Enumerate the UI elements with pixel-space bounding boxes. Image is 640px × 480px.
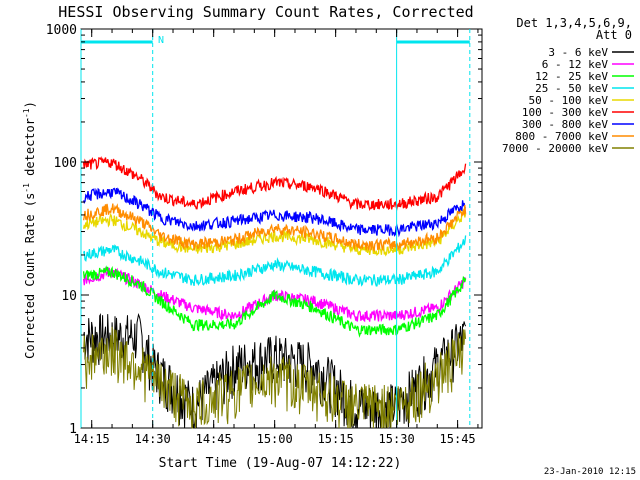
legend-label: 300 - 800 keV (522, 118, 608, 131)
y-tick-label: 100 (54, 156, 77, 171)
series-line-6 (82, 156, 467, 212)
x-tick-label: 14:15 (74, 432, 110, 446)
y-axis-label: Corrected Count Rate (s-1 detector-1) (22, 101, 37, 359)
legend-label: 800 - 7000 keV (515, 130, 608, 143)
legend-label: 12 - 25 keV (535, 70, 608, 83)
legend-title-line-2: Att 0 (596, 28, 632, 42)
y-tick-label: 1000 (46, 23, 77, 38)
series-line-2 (82, 266, 467, 323)
x-axis: 14:15 14:30 14:45 15:00 15:15 15:30 15:45 (74, 29, 479, 446)
legend-label: 25 - 50 keV (535, 82, 608, 95)
x-axis-label: Start Time (19-Aug-07 14:12:22) (159, 456, 402, 471)
x-tick-label: 14:30 (135, 432, 171, 446)
legend-title-line-1: Det 1,3,4,5,6,9, (516, 16, 632, 30)
legend-label: 6 - 12 keV (542, 58, 609, 71)
y-axis: 1 10 100 1000 (46, 23, 482, 437)
x-tick-label: 15:30 (379, 432, 415, 446)
series-line-7 (82, 187, 467, 238)
y-tick-label: 10 (61, 289, 77, 304)
legend-label: 3 - 6 keV (548, 46, 608, 59)
series-layer (82, 156, 467, 429)
chart-title: HESSI Observing Summary Count Rates, Cor… (58, 3, 473, 21)
series-line-9 (83, 326, 467, 429)
x-tick-label: 15:00 (257, 432, 293, 446)
attenuator-night-markers (80, 29, 471, 428)
x-tick-label: 15:15 (318, 432, 354, 446)
timestamp: 23-Jan-2010 12:15 (544, 467, 636, 477)
series-line-3 (82, 265, 467, 338)
y-tick-label: 1 (69, 422, 77, 437)
x-tick-label: 14:45 (196, 432, 232, 446)
legend-label: 50 - 100 keV (529, 94, 609, 107)
series-line-4 (82, 235, 467, 287)
legend-label: 100 - 300 keV (522, 106, 608, 119)
night-marker-label: N (158, 35, 164, 46)
legend-label: 7000 - 20000 keV (502, 142, 608, 155)
x-tick-label: 15:45 (440, 432, 476, 446)
series-line-8 (82, 203, 467, 253)
